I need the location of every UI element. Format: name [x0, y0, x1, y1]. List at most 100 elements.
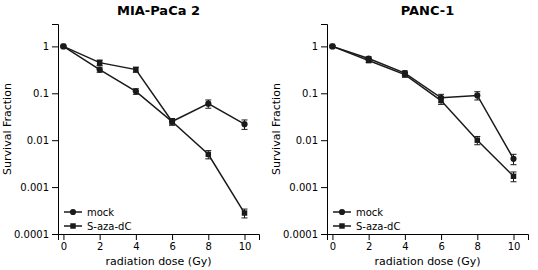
x-tick: 10	[239, 234, 252, 252]
error-bar	[205, 100, 211, 108]
y-tick-mark	[321, 187, 327, 188]
x-tick-mark	[100, 234, 101, 240]
error-bar	[169, 119, 175, 126]
y-axis-title: Survival Fraction	[1, 83, 14, 175]
y-tick-mark	[52, 140, 58, 141]
y-tick-label: 0.01	[27, 135, 49, 146]
legend-marker	[339, 223, 344, 228]
x-tick-mark	[172, 234, 173, 240]
x-tick-mark	[332, 234, 333, 240]
x-tick-label: 6	[438, 241, 444, 252]
y-tick-mark	[321, 234, 327, 235]
y-tick-label: 0.1	[33, 88, 49, 99]
error-bar	[438, 97, 444, 104]
point	[366, 58, 371, 63]
x-tick-mark	[369, 234, 370, 240]
y-tick-label: 1	[312, 41, 318, 52]
point	[402, 72, 407, 77]
error-bar	[366, 59, 372, 63]
point	[133, 88, 139, 94]
y-tick: 0.01	[27, 135, 58, 146]
x-tick-mark	[208, 234, 209, 240]
error-bar	[511, 172, 517, 182]
y-tick: 0.1	[302, 88, 327, 99]
x-tick: 6	[438, 234, 444, 252]
legend-label: mock	[356, 207, 383, 218]
y-tick-label: 0.001	[289, 182, 318, 193]
line	[332, 46, 513, 158]
y-tick: 0.001	[20, 182, 58, 193]
x-tick: 0	[61, 234, 67, 252]
x-tick-mark	[63, 234, 64, 240]
x-tick-label: 2	[97, 241, 103, 252]
point	[97, 67, 103, 73]
error-bar	[511, 154, 517, 164]
error-bar	[169, 119, 175, 126]
y-tick-mark	[52, 234, 58, 235]
error-bar	[242, 209, 248, 218]
x-tick-label: 10	[239, 241, 252, 252]
y-axis: 0.0001 0.001 0.01 0.1 1	[14, 25, 59, 240]
point	[474, 92, 480, 98]
x-tick: 0	[330, 234, 336, 252]
point	[241, 121, 247, 127]
point	[205, 101, 211, 107]
point	[510, 156, 516, 162]
error-bar	[205, 151, 211, 159]
y-tick-label: 0.1	[302, 88, 318, 99]
x-tick-mark	[245, 234, 246, 240]
point	[511, 174, 516, 179]
y-tick: 0.01	[296, 135, 327, 146]
y-axis-line	[321, 25, 328, 235]
figure: 02468100.00010.0010.010.11MIA-PaCa 2radi…	[0, 0, 538, 270]
point	[169, 118, 175, 124]
x-tick-label: 10	[508, 241, 521, 252]
point	[330, 44, 335, 49]
y-tick: 0.001	[289, 182, 327, 193]
x-tick-mark	[441, 234, 442, 240]
panel: 02468100.00010.0010.010.11PANC-1radiatio…	[270, 3, 529, 268]
x-tick: 8	[475, 234, 481, 252]
x-tick-label: 8	[206, 241, 212, 252]
point	[133, 67, 138, 72]
y-tick: 0.0001	[14, 229, 58, 240]
y-tick-label: 1	[43, 41, 49, 52]
x-tick-label: 0	[61, 241, 67, 252]
y-tick-mark	[52, 93, 58, 94]
point	[97, 60, 102, 65]
point	[329, 43, 335, 49]
legend-marker	[339, 209, 345, 215]
y-tick-mark	[321, 93, 327, 94]
x-axis-title: radiation dose (Gy)	[106, 255, 212, 268]
legend-marker	[70, 223, 75, 228]
point	[206, 152, 211, 157]
error-bar	[97, 67, 103, 72]
y-tick: 0.1	[33, 88, 58, 99]
point	[475, 137, 480, 142]
series	[60, 43, 247, 129]
x-tick: 8	[206, 234, 212, 252]
legend-entry: S-aza-dC	[333, 221, 400, 232]
error-bar	[474, 136, 480, 144]
legend-entry: S-aza-dC	[64, 221, 131, 232]
x-tick-mark	[136, 234, 137, 240]
panel: 02468100.00010.0010.010.11MIA-PaCa 2radi…	[1, 3, 260, 268]
point	[438, 98, 443, 103]
x-tick-label: 8	[475, 241, 481, 252]
y-tick-label: 0.001	[20, 182, 49, 193]
legend: mock S-aza-dC	[333, 207, 400, 232]
x-axis-title: radiation dose (Gy)	[375, 255, 481, 268]
y-axis-line	[52, 25, 59, 235]
x-tick: 2	[97, 234, 103, 252]
x-tick-label: 0	[330, 241, 336, 252]
point	[242, 210, 247, 215]
y-tick-mark	[321, 46, 327, 47]
legend-entry: mock	[333, 207, 383, 218]
line	[63, 46, 244, 213]
error-bar	[402, 72, 408, 77]
y-tick-label: 0.0001	[14, 229, 49, 240]
error-bar	[133, 67, 139, 72]
series	[329, 43, 516, 164]
y-tick: 1	[312, 41, 327, 52]
title: PANC-1	[401, 3, 455, 18]
